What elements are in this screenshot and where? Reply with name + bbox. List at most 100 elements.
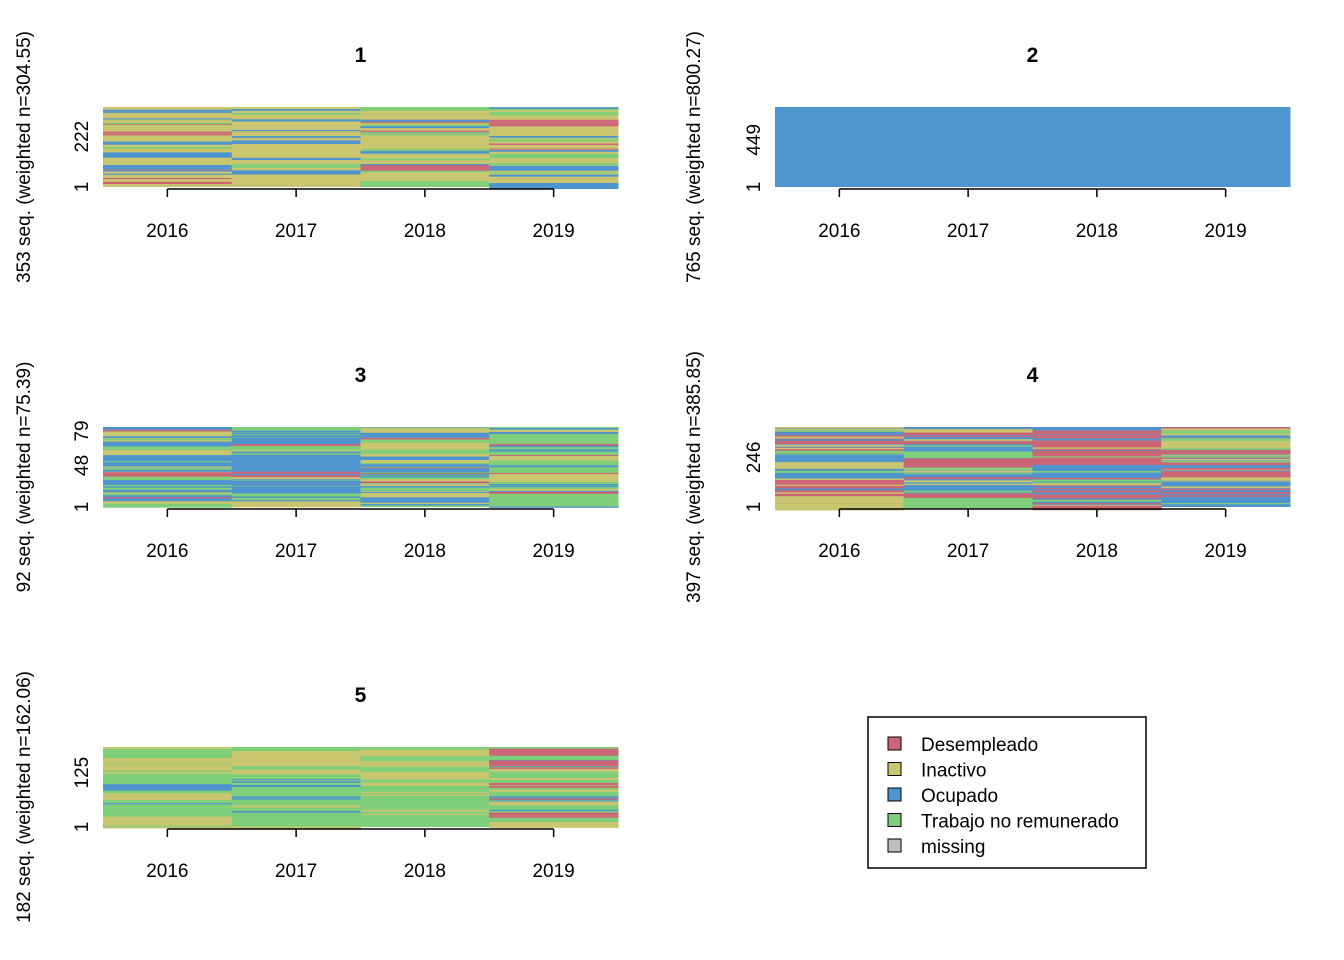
sequence-line-ocupado <box>489 174 619 177</box>
x-tick-label: 2016 <box>818 541 860 562</box>
x-tick-label: 2017 <box>947 541 989 562</box>
sequence-line-inactivo <box>489 789 619 792</box>
sequence-line-inactivo <box>489 488 619 491</box>
sequence-line-inactivo <box>103 822 233 824</box>
sequence-line-ocupado <box>231 467 361 470</box>
sequence-line-trabajo-no-remunerado <box>360 181 490 187</box>
sequence-line-inactivo <box>103 450 233 456</box>
sequence-line-desempleado <box>103 474 233 477</box>
sequence-line-trabajo-no-remunerado <box>103 122 233 125</box>
sequence-line-trabajo-no-remunerado <box>903 451 1033 454</box>
sequence-line-inactivo <box>360 771 490 779</box>
sequence-line-inactivo <box>1161 429 1291 431</box>
sequence-line-ocupado <box>231 473 361 476</box>
x-tick-label: 2017 <box>275 861 317 882</box>
sequence-line-trabajo-no-remunerado <box>103 475 233 481</box>
sequence-line-desempleado <box>489 760 619 764</box>
sequence-line-trabajo-no-remunerado <box>1161 461 1291 463</box>
sequence-line-ocupado <box>360 497 490 504</box>
sequence-line-inactivo <box>489 801 619 804</box>
sequence-line-desempleado <box>1161 461 1291 464</box>
sequence-line-ocupado <box>103 173 233 175</box>
sequence-line-ocupado <box>103 803 233 805</box>
sequence-line-inactivo <box>103 492 233 494</box>
sequence-line-inactivo <box>903 483 1033 486</box>
column-2017-base <box>231 107 361 187</box>
sequence-line-inactivo <box>775 466 905 469</box>
sequence-line-inactivo <box>103 771 233 774</box>
legend: Desempleado Inactivo Ocupado Trabajo no rem… <box>867 716 1147 869</box>
sequence-line-trabajo-no-remunerado <box>103 461 233 463</box>
sequence-line-desempleado <box>103 131 233 134</box>
sequence-line-ocupado <box>103 784 233 791</box>
x-tick-label: 2016 <box>818 221 860 242</box>
sequence-line-desempleado <box>489 798 619 800</box>
sequence-line-ocupado <box>489 490 619 493</box>
x-tick-label: 2018 <box>404 541 446 562</box>
sequence-line-inactivo <box>103 431 233 436</box>
sequence-line-desempleado <box>489 455 619 457</box>
panel-5: 5 182 seq. (weighted n=162.06) 2016 2017 201… <box>14 671 619 923</box>
sequence-line-desempleado <box>489 121 619 124</box>
sequence-line-ocupado <box>231 779 361 781</box>
sequence-line-desempleado <box>1032 431 1162 433</box>
sequence-line-ocupado <box>775 460 905 463</box>
sequence-line-desempleado <box>1161 467 1291 470</box>
sequence-line-desempleado <box>489 812 619 815</box>
sequence-line-ocupado <box>489 183 619 190</box>
sequence-line-desempleado <box>103 497 233 499</box>
sequence-line-trabajo-no-remunerado <box>903 490 1033 493</box>
legend-label: Ocupado <box>921 786 998 807</box>
sequence-line-ocupado <box>231 109 361 111</box>
sequence-line-desempleado <box>1161 471 1291 478</box>
sequence-line-inactivo <box>360 778 490 780</box>
sequence-line-desempleado <box>1032 432 1162 435</box>
sequence-line-ocupado <box>489 809 619 812</box>
sequence-line-inactivo <box>775 427 905 429</box>
sequence-line-ocupado <box>489 796 619 798</box>
sequence-line-ocupado <box>103 118 233 120</box>
sequence-line-trabajo-no-remunerado <box>903 445 1033 447</box>
sequence-line-ocupado <box>489 135 619 138</box>
sequence-line-trabajo-no-remunerado <box>1032 470 1162 473</box>
sequence-line-desempleado <box>903 464 1033 467</box>
sequence-line-inactivo <box>103 747 233 749</box>
sequence-line-inactivo <box>775 484 905 486</box>
sequence-line-ocupado <box>489 428 619 430</box>
sequence-line-ocupado <box>775 473 905 476</box>
sequence-line-inactivo <box>103 826 233 829</box>
sequence-line-trabajo-no-remunerado <box>903 467 1033 470</box>
sequence-line-ocupado <box>231 478 361 480</box>
sequence-line-inactivo <box>231 758 361 762</box>
sequence-line-desempleado <box>1032 485 1162 487</box>
sequence-line-inactivo <box>903 480 1033 483</box>
sequence-line-desempleado <box>1032 490 1162 493</box>
sequence-line-trabajo-no-remunerado <box>1161 447 1291 450</box>
x-tick-label: 2017 <box>275 221 317 242</box>
column-2016-base <box>775 107 905 187</box>
y-axis-label: 397 seq. (weighted n=385.85) <box>684 351 705 603</box>
sequence-line-inactivo <box>360 429 490 431</box>
sequence-line-ocupado <box>231 170 361 175</box>
sequence-line-inactivo <box>489 768 619 771</box>
y-tick-label: 1 <box>744 182 765 193</box>
sequence-line-ocupado <box>231 435 361 438</box>
sequence-line-inactivo <box>1161 454 1291 456</box>
y-tick-label: 125 <box>72 757 93 789</box>
sequence-line-ocupado <box>360 163 490 166</box>
sequence-line-desempleado <box>1161 463 1291 466</box>
sequence-line-inactivo <box>903 429 1033 432</box>
sequence-line-ocupado <box>103 152 233 158</box>
panel-2: 2 765 seq. (weighted n=800.27) 2016 2017 201… <box>684 31 1291 283</box>
legend-swatch <box>887 736 902 751</box>
sequence-line-trabajo-no-remunerado <box>1032 479 1162 482</box>
sequence-line-inactivo <box>103 764 233 771</box>
sequence-line-ocupado <box>231 465 361 468</box>
sequence-line-inactivo <box>775 444 905 447</box>
sequence-line-inactivo <box>360 453 490 457</box>
sequence-line-inactivo <box>103 817 233 823</box>
sequence-line-ocupado <box>489 486 619 488</box>
sequence-line-inactivo <box>360 761 490 763</box>
sequence-line-desempleado <box>489 443 619 447</box>
